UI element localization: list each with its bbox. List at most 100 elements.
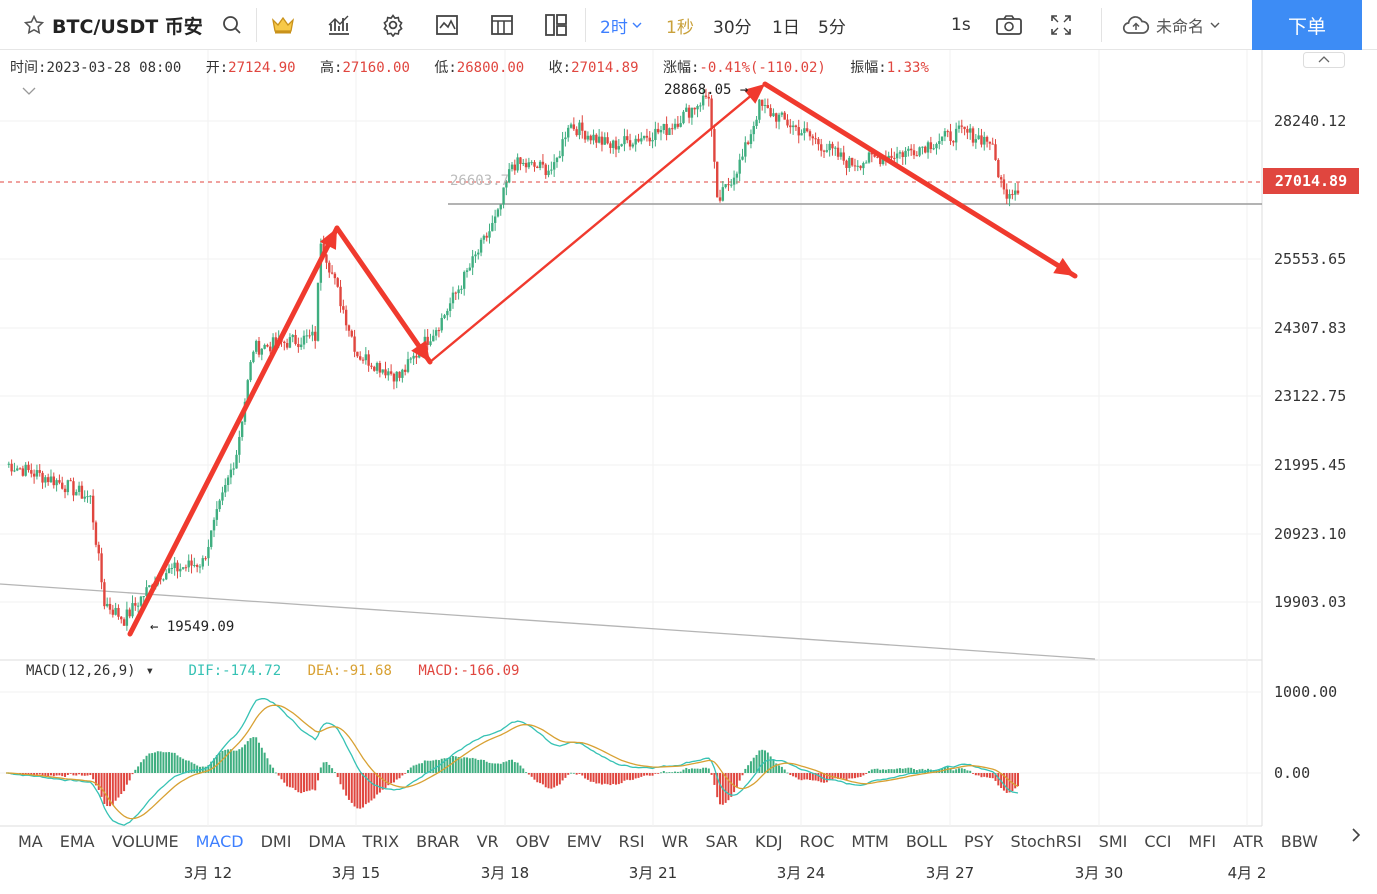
macd-bar: [294, 773, 297, 791]
candle-body: [668, 128, 671, 136]
macd-bar: [997, 773, 1000, 786]
fullscreen-icon[interactable]: [1046, 0, 1076, 50]
macd-bar: [437, 760, 440, 773]
scroll-up-button[interactable]: [1303, 52, 1345, 68]
indicator-kdj[interactable]: KDJ: [755, 831, 783, 851]
macd-bar: [249, 738, 252, 773]
symbol-selector[interactable]: BTC/USDT 币安: [24, 0, 203, 50]
candle-body: [35, 470, 39, 477]
chart-type-icon[interactable]: [324, 0, 354, 50]
indicator-ma[interactable]: MA: [18, 831, 43, 851]
indicator-ema[interactable]: EMA: [59, 831, 95, 851]
indicator-boll[interactable]: BOLL: [905, 831, 947, 851]
indicator-psy[interactable]: PSY: [963, 831, 994, 851]
chart-canvas[interactable]: [0, 50, 1377, 860]
price-tick: 23122.75: [1274, 387, 1347, 405]
candle-body: [61, 482, 64, 489]
macd-bar: [870, 769, 873, 773]
indicator-dma[interactable]: DMA: [308, 831, 346, 851]
macd-bar: [92, 773, 95, 780]
candle-body: [409, 358, 412, 360]
interval-30m[interactable]: 30分: [713, 17, 752, 38]
template-icon[interactable]: [487, 0, 517, 50]
candle-body: [817, 138, 820, 145]
candle-body: [617, 146, 621, 150]
layout-icon[interactable]: [541, 0, 571, 50]
indicator-smi[interactable]: SMI: [1098, 831, 1128, 851]
indicator-volume[interactable]: VOLUME: [111, 831, 179, 851]
macd-bar: [367, 773, 370, 803]
candle-body: [27, 464, 30, 471]
macd-bar: [868, 771, 871, 773]
chevron-right-icon[interactable]: [1349, 826, 1363, 844]
indicator-rsi[interactable]: RSI: [618, 831, 645, 851]
indicator-bbw[interactable]: BBW: [1280, 831, 1318, 851]
macd-bar: [494, 763, 497, 773]
candle-body: [21, 468, 25, 476]
macd-bar: [41, 773, 44, 776]
camera-icon[interactable]: [994, 0, 1024, 50]
indicator-vr[interactable]: VR: [476, 831, 499, 851]
macd-bar: [615, 773, 618, 785]
macd-bar: [547, 773, 550, 789]
time-tick: 3月 18: [480, 864, 530, 882]
speed-selector[interactable]: 1s: [951, 15, 971, 35]
macd-bar: [370, 773, 373, 801]
search-icon[interactable]: [220, 0, 244, 50]
candle-body: [463, 271, 466, 289]
macd-bar: [184, 760, 187, 773]
top-toolbar: BTC/USDT 币安 2时 1秒 30分 1日 5分: [0, 0, 1377, 50]
indicator-brar[interactable]: BRAR: [416, 831, 460, 851]
macd-bar: [446, 757, 449, 773]
save-layout[interactable]: 未命名: [1122, 0, 1220, 50]
macd-bar: [480, 759, 483, 773]
interval-1s[interactable]: 1秒: [666, 17, 694, 38]
indicator-stochrsi[interactable]: StochRSI: [1010, 831, 1082, 851]
indicator-roc[interactable]: ROC: [799, 831, 835, 851]
price-tick: 25553.65: [1274, 250, 1347, 268]
macd-bar: [111, 773, 114, 805]
time-tick: 3月 27: [925, 864, 975, 882]
macd-bar: [302, 773, 305, 793]
indicator-trix[interactable]: TRIX: [362, 831, 400, 851]
indicator-dmi[interactable]: DMI: [260, 831, 292, 851]
macd-bar: [952, 770, 955, 773]
indicator-atr[interactable]: ATR: [1233, 831, 1264, 851]
indicator-emv[interactable]: EMV: [566, 831, 602, 851]
indicator-cci[interactable]: CCI: [1144, 831, 1172, 851]
interval-2h[interactable]: 2时: [600, 0, 642, 50]
macd-bar: [153, 752, 156, 773]
interval-1d[interactable]: 1日: [772, 17, 800, 38]
order-button[interactable]: 下单: [1252, 0, 1362, 50]
macd-bar: [648, 773, 651, 776]
indicator-mtm[interactable]: MTM: [851, 831, 889, 851]
interval-5m[interactable]: 5分: [818, 17, 846, 38]
candle-body: [190, 560, 193, 566]
macd-bar: [555, 773, 558, 786]
layout-name[interactable]: 未命名: [1156, 17, 1205, 36]
macd-bar: [598, 773, 601, 784]
candle-body: [266, 344, 269, 347]
candle-body: [555, 157, 559, 163]
indicator-obv[interactable]: OBV: [515, 831, 550, 851]
collapse-legend-icon[interactable]: [22, 86, 36, 96]
time-tick: 3月 15: [331, 864, 381, 882]
candle-body: [339, 286, 342, 307]
symbol-name[interactable]: BTC/USDT 币安: [52, 15, 203, 38]
indicator-icon[interactable]: [432, 0, 462, 50]
candle-body: [373, 366, 376, 371]
crown-icon[interactable]: [268, 0, 298, 50]
star-icon[interactable]: [24, 15, 44, 35]
macd-bar: [328, 764, 331, 773]
indicator-macd[interactable]: MACD: [195, 831, 244, 851]
macd-bar: [381, 773, 384, 790]
indicator-wr[interactable]: WR: [661, 831, 689, 851]
gear-icon[interactable]: [378, 0, 408, 50]
macd-bar: [485, 761, 488, 773]
indicator-sar[interactable]: SAR: [705, 831, 738, 851]
trend-line: [0, 583, 1096, 660]
candle-body: [775, 113, 778, 122]
candle-body: [7, 463, 11, 465]
macd-bar: [904, 768, 907, 773]
indicator-mfi[interactable]: MFI: [1188, 831, 1217, 851]
